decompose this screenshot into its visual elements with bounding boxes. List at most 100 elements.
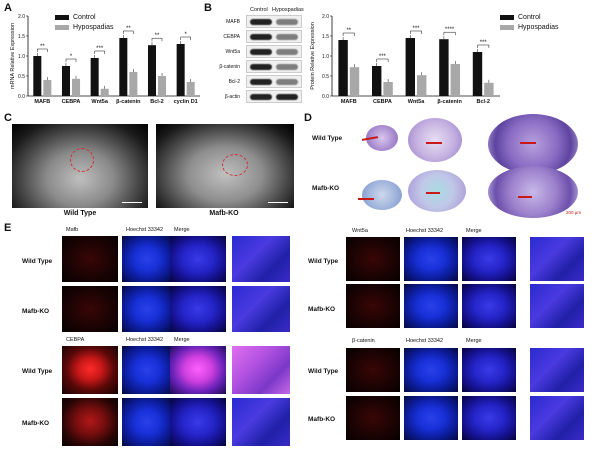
blot-band-control <box>250 78 272 85</box>
x-tick-label: MAFB <box>34 99 50 105</box>
he-row-mafb-ko: Mafb-KO <box>312 185 340 192</box>
bar <box>405 38 415 96</box>
mafb-merge-channel <box>170 236 226 282</box>
y-tick-label: 0.0 <box>322 94 329 100</box>
beta-catenin-hoechst-channel <box>404 348 458 392</box>
sem-caption-mafb-ko: Mafb-KO <box>209 210 239 217</box>
x-tick-label: Wnt5a <box>91 99 108 105</box>
bar <box>371 66 382 96</box>
blot-lane <box>246 15 302 28</box>
mafb-zoom-inset <box>232 286 290 332</box>
e-row-mafb-ko: Mafb-KO <box>308 416 336 423</box>
legend-b-hypospadias: Hypospadias <box>500 24 558 31</box>
y-axis-label: Protein Relative Expression <box>310 22 316 90</box>
wnt5a-red-channel <box>346 284 400 328</box>
bar <box>484 82 494 96</box>
e-row-wild-type: Wild Type <box>22 258 53 265</box>
beta-catenin-hoechst-channel <box>404 396 458 440</box>
x-tick-label: MAFB <box>341 99 357 105</box>
legend-swatch-hypospadias <box>500 25 514 30</box>
significance-bracket <box>180 36 191 40</box>
mafb-hoechst-channel <box>122 236 172 282</box>
bar <box>119 38 128 96</box>
e-header-merge: Merge <box>466 338 482 344</box>
bar <box>43 80 52 96</box>
bar <box>383 82 393 96</box>
arrow-marker <box>358 198 374 200</box>
y-tick-label: 0.5 <box>18 74 25 80</box>
beta-catenin-merge-channel <box>462 396 516 440</box>
bar <box>33 56 42 96</box>
e-row-wild-type: Wild Type <box>308 258 339 265</box>
legend-a-control: Control <box>55 14 96 21</box>
he-row-wild-type: Wild Type <box>312 135 343 142</box>
he-scale-label: 200 μm <box>566 210 582 215</box>
x-tick-label: CEBPA <box>373 99 392 105</box>
blot-band-control <box>250 63 272 70</box>
arrow-marker <box>426 192 440 194</box>
blot-band-control <box>250 18 272 25</box>
he-ko-1 <box>358 178 406 212</box>
arrow-marker <box>518 196 532 198</box>
legend-label-control: Control <box>518 14 541 21</box>
blot-band-control <box>250 33 272 40</box>
legend-label-hypospadias: Hypospadias <box>73 24 114 31</box>
beta-catenin-red-channel <box>346 348 400 392</box>
blot-lane <box>246 30 302 43</box>
cebpa-hoechst-channel <box>122 398 172 446</box>
bar <box>90 58 99 96</box>
significance-label: * <box>70 54 73 60</box>
legend-swatch-control <box>500 15 514 20</box>
x-tick-label: CEBPA <box>62 99 81 105</box>
significance-label: ** <box>126 26 131 32</box>
beta-catenin-red-channel <box>346 396 400 440</box>
significance-label: **** <box>445 27 455 33</box>
significance-bracket <box>123 30 134 34</box>
wnt5a-zoom-inset <box>530 237 584 281</box>
significance-bracket <box>410 30 422 34</box>
y-tick-label: 2.0 <box>322 14 329 20</box>
blot-band-hypospadias <box>276 33 298 40</box>
bar <box>439 39 449 96</box>
cebpa-red-channel <box>62 398 118 446</box>
bar <box>100 88 109 96</box>
legend-label-hypospadias: Hypospadias <box>518 24 559 31</box>
blot-band-hypospadias <box>276 18 298 25</box>
wnt5a-merge-channel <box>462 284 516 328</box>
blot-band-control <box>250 48 272 55</box>
bar <box>72 78 81 96</box>
he-ko-3 <box>484 166 582 218</box>
blot-col-control: Control <box>250 7 268 13</box>
significance-label: * <box>184 32 187 38</box>
mafb-red-channel <box>62 236 118 282</box>
he-ko-2 <box>404 170 468 214</box>
blot-col-hypospadias: Hypospadias <box>272 7 304 13</box>
sem-mafb-ko <box>156 124 294 208</box>
beta-catenin-merge-channel <box>462 348 516 392</box>
y-tick-label: 1.0 <box>18 54 25 60</box>
y-tick-label: 0.0 <box>18 94 25 100</box>
cebpa-hoechst-channel <box>122 346 172 394</box>
bar <box>176 44 185 96</box>
blot-row-label: CEBPA <box>223 34 240 40</box>
mafb-red-channel <box>62 286 118 332</box>
e-row-mafb-ko: Mafb-KO <box>308 306 336 313</box>
highlight-region <box>222 154 248 176</box>
arrow-marker <box>520 142 536 144</box>
e-header-wnt5a: Wnt5a <box>352 228 368 234</box>
x-tick-label: β-catenin <box>116 99 141 105</box>
y-tick-label: 2.0 <box>18 14 25 20</box>
x-tick-label: Bcl-2 <box>150 99 163 105</box>
wnt5a-hoechst-channel <box>404 237 458 281</box>
x-tick-label: Wnt5a <box>408 99 425 105</box>
y-tick-label: 1.5 <box>322 34 329 40</box>
e-header-hoechst: Hoechst 33342 <box>126 337 163 343</box>
cebpa-merge-channel <box>170 346 226 394</box>
significance-label: *** <box>412 26 420 32</box>
cebpa-zoom-inset <box>232 346 290 394</box>
significance-label: ** <box>155 33 160 39</box>
e-header-hoechst: Hoechst 33342 <box>406 228 443 234</box>
bar <box>450 64 461 96</box>
blot-row-label: Bcl-2 <box>228 79 240 85</box>
e-header-hoechst: Hoechst 33342 <box>126 227 163 233</box>
